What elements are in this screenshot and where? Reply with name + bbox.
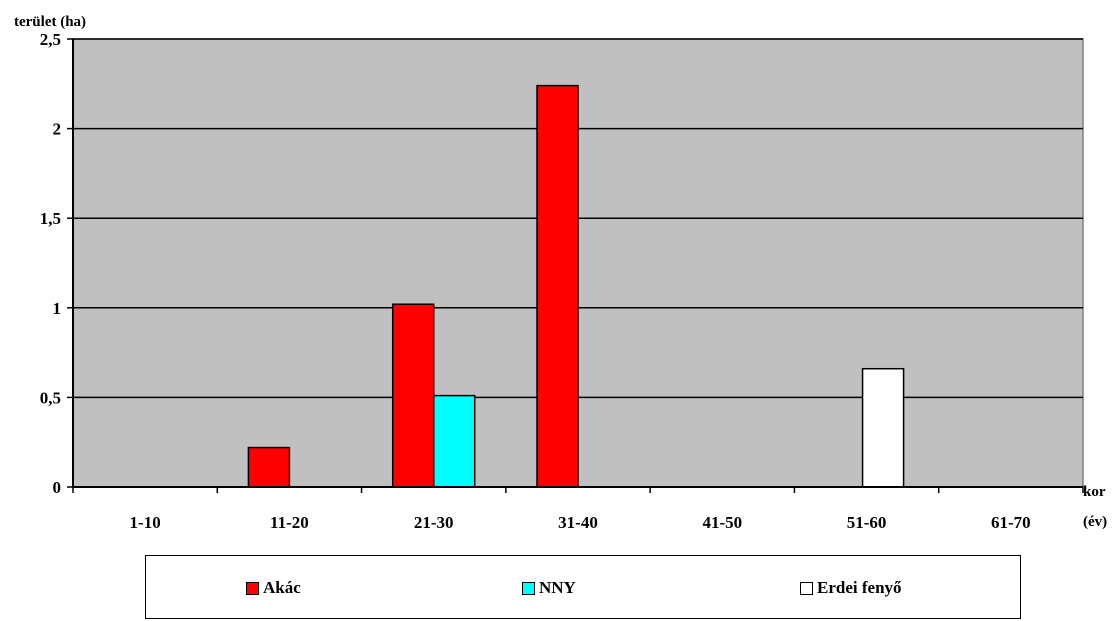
x-tick-label: 51-60 xyxy=(847,513,887,532)
legend-swatch-nny xyxy=(522,581,535,595)
legend-label-nny: NNY xyxy=(539,578,576,597)
x-tick-label: 41-50 xyxy=(702,513,742,532)
y-tick-label: 2,5 xyxy=(40,30,61,49)
legend-label-akac: Akác xyxy=(263,578,301,597)
legend-item-nny: NNY xyxy=(522,578,576,598)
x-axis-title-line2: (év) xyxy=(1083,514,1107,530)
bar-ak-c-11-20 xyxy=(247,446,291,488)
bars xyxy=(247,84,905,488)
x-tick-label: 61-70 xyxy=(991,513,1031,532)
x-tick-label: 1-10 xyxy=(130,513,161,532)
x-ticks: 1-10 11-20 21-30 31-40 41-50 51-60 61-70 xyxy=(72,487,1084,532)
x-axis-title-line1: kor xyxy=(1083,484,1106,500)
legend-label-erdei-fenyo: Erdei fenyő xyxy=(817,578,902,597)
y-tick-label: 0 xyxy=(53,478,62,497)
bar-ak-c-31-40 xyxy=(536,84,579,488)
y-tick-label: 1 xyxy=(53,299,62,318)
x-tick-label: 21-30 xyxy=(414,513,454,532)
legend-swatch-erdei-fenyo xyxy=(800,581,813,595)
bar-erdei-feny--51-60 xyxy=(861,367,905,488)
legend-item-akac: Akác xyxy=(246,578,301,598)
y-tick-label: 2 xyxy=(53,120,62,139)
legend-item-erdei-fenyo: Erdei fenyő xyxy=(800,578,902,598)
bar-nny-21-30 xyxy=(432,394,476,488)
x-tick-label: 11-20 xyxy=(270,513,309,532)
y-tick-label: 0,5 xyxy=(40,388,61,407)
legend-swatch-akac xyxy=(246,581,259,595)
bar-chart: 0 0,5 1 1,5 2 2,5 1-10 11-20 21-30 31-40 41-50 51-… xyxy=(14,14,1107,532)
x-tick-label: 31-40 xyxy=(558,513,598,532)
y-axis-title: terület (ha) xyxy=(14,14,86,30)
legend: Akác NNY Erdei fenyő xyxy=(145,555,1021,619)
y-ticks: 0 0,5 1 1,5 2 2,5 xyxy=(40,30,73,497)
bar-ak-c-21-30 xyxy=(391,303,435,488)
y-tick-label: 1,5 xyxy=(40,209,61,228)
